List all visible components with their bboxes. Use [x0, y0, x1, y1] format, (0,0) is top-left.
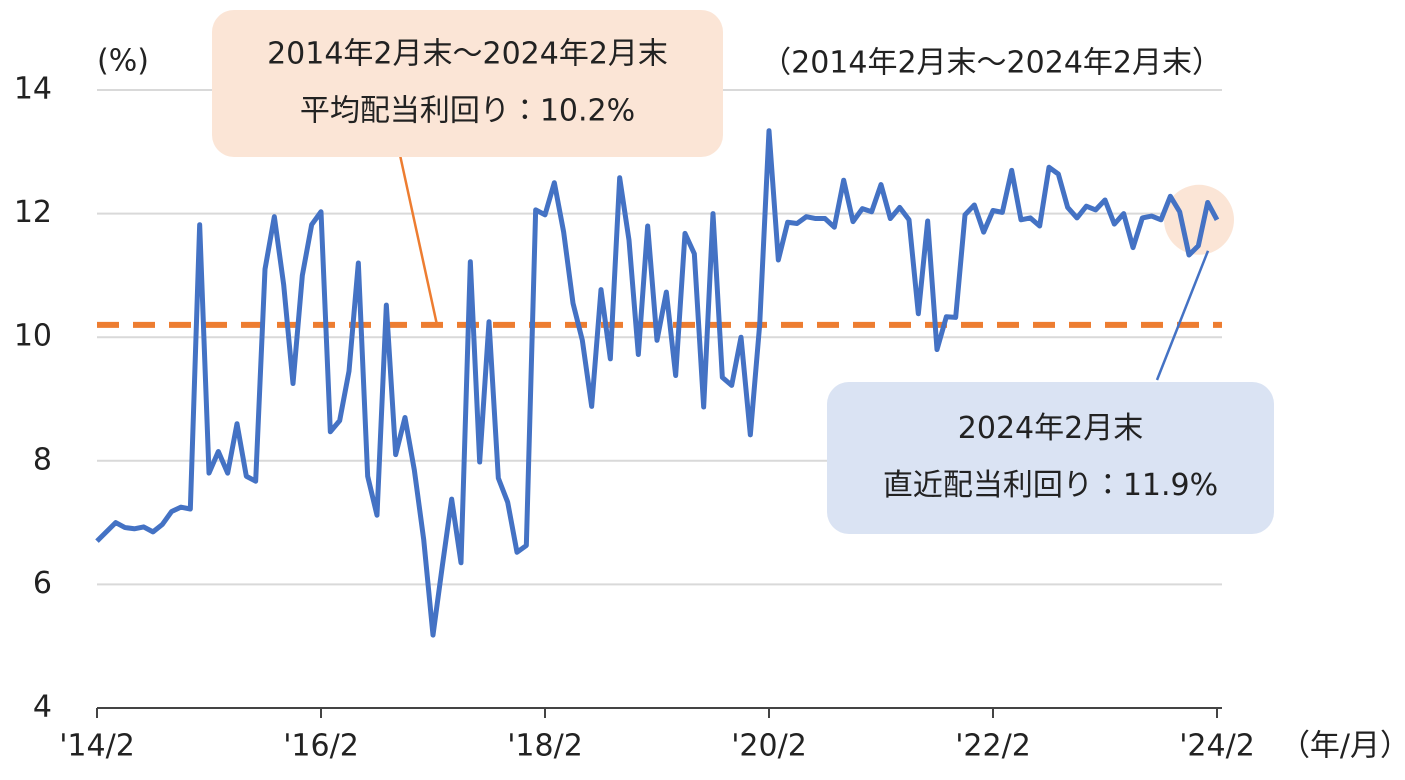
y-tick-label: 4 [33, 690, 52, 725]
callout-text: 平均配当利回り：10.2% [300, 94, 635, 129]
callout-connector [1155, 250, 1210, 381]
y-tick-label: 6 [33, 566, 52, 601]
highlight [1164, 184, 1234, 255]
data-line [95, 128, 1220, 638]
y-tick-label: 14 [14, 72, 52, 107]
y-tick-label: 10 [14, 319, 52, 354]
x-tick-label: '22/2 [955, 729, 1031, 764]
callout-text: 直近配当利回り：11.9% [883, 468, 1218, 503]
callout-connector [398, 154, 439, 326]
y-tick-label: 12 [14, 195, 52, 230]
chart-subtitle: （2014年2月末～2024年2月末） [761, 46, 1222, 81]
x-tick-label: '18/2 [507, 729, 583, 764]
x-axis-unit: （年/月） [1280, 729, 1405, 764]
x-tick-label: '20/2 [731, 729, 807, 764]
callout-text: 2014年2月末～2024年2月末 [267, 37, 668, 72]
y-tick-label: 8 [33, 442, 52, 477]
y-axis-label: (%) [97, 44, 149, 79]
x-tick-label: '16/2 [283, 729, 359, 764]
x-tick-label: '14/2 [59, 729, 135, 764]
x-tick-label: '24/2 [1179, 729, 1255, 764]
callout-box [827, 382, 1274, 534]
callout-text: 2024年2月末 [958, 411, 1143, 446]
callout-box [212, 10, 723, 157]
